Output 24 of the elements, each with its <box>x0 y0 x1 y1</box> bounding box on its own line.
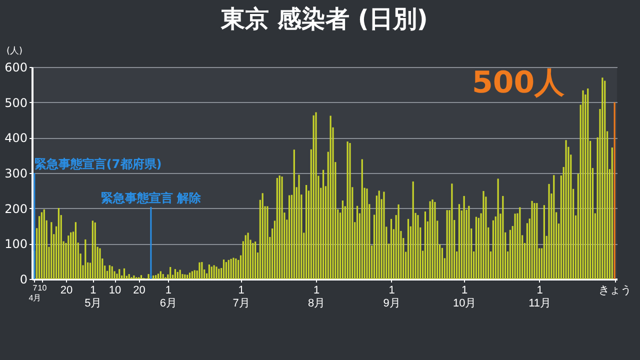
x-tick-label: 20 <box>133 284 146 296</box>
chart-title: 東京 感染者 (日別) <box>220 5 428 33</box>
x-tick-label: 1 11月 <box>528 284 552 310</box>
y-tick-label: 300 <box>4 166 28 180</box>
y-tick-label: 400 <box>4 131 28 146</box>
y-tick-label: 100 <box>4 237 28 252</box>
x-tick-label: 1 5月 <box>84 284 102 310</box>
x-tick-label: 1 8月 <box>308 284 326 310</box>
x-tick-label: きょう <box>598 284 632 296</box>
annotation: 500人 <box>472 65 566 100</box>
y-axis-title: (人) <box>6 46 23 56</box>
ref-line-label: 緊急事態宣言 解除 <box>100 190 202 205</box>
ref-line-label: 緊急事態宣言(7都府県) <box>34 157 162 171</box>
y-tick-label: 0 <box>20 272 28 286</box>
x-tick-label: 1 7月 <box>232 284 250 310</box>
x-tick-label: 1 10月 <box>452 284 476 310</box>
y-tick-label: 500 <box>4 96 28 110</box>
x-tick-label: 10 <box>108 284 122 296</box>
y-tick-label: 200 <box>4 202 28 216</box>
x-tick-label: 1 6月 <box>160 284 177 310</box>
x-tick-label: 10 <box>38 284 48 292</box>
y-tick-label: 600 <box>4 60 28 74</box>
x-tick-label: 20 <box>60 284 73 296</box>
x-tick-label: 1 9月 <box>383 284 400 310</box>
